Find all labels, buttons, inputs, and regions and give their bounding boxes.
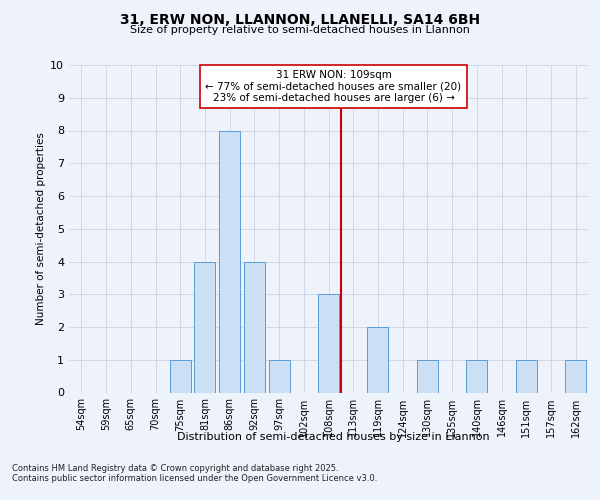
Bar bbox=[466, 360, 487, 392]
Bar bbox=[516, 360, 537, 392]
Bar bbox=[219, 130, 240, 392]
Text: Distribution of semi-detached houses by size in Llannon: Distribution of semi-detached houses by … bbox=[176, 432, 490, 442]
Bar bbox=[244, 262, 265, 392]
Bar bbox=[367, 327, 388, 392]
Y-axis label: Number of semi-detached properties: Number of semi-detached properties bbox=[36, 132, 46, 325]
Text: Size of property relative to semi-detached houses in Llannon: Size of property relative to semi-detach… bbox=[130, 25, 470, 35]
Text: 31, ERW NON, LLANNON, LLANELLI, SA14 6BH: 31, ERW NON, LLANNON, LLANELLI, SA14 6BH bbox=[120, 12, 480, 26]
Bar bbox=[565, 360, 586, 392]
Bar bbox=[417, 360, 438, 392]
Bar bbox=[170, 360, 191, 392]
Text: Contains HM Land Registry data © Crown copyright and database right 2025.
Contai: Contains HM Land Registry data © Crown c… bbox=[12, 464, 377, 483]
Bar bbox=[269, 360, 290, 392]
Text: 31 ERW NON: 109sqm
← 77% of semi-detached houses are smaller (20)
23% of semi-de: 31 ERW NON: 109sqm ← 77% of semi-detache… bbox=[205, 70, 461, 103]
Bar bbox=[318, 294, 339, 392]
Bar bbox=[194, 262, 215, 392]
